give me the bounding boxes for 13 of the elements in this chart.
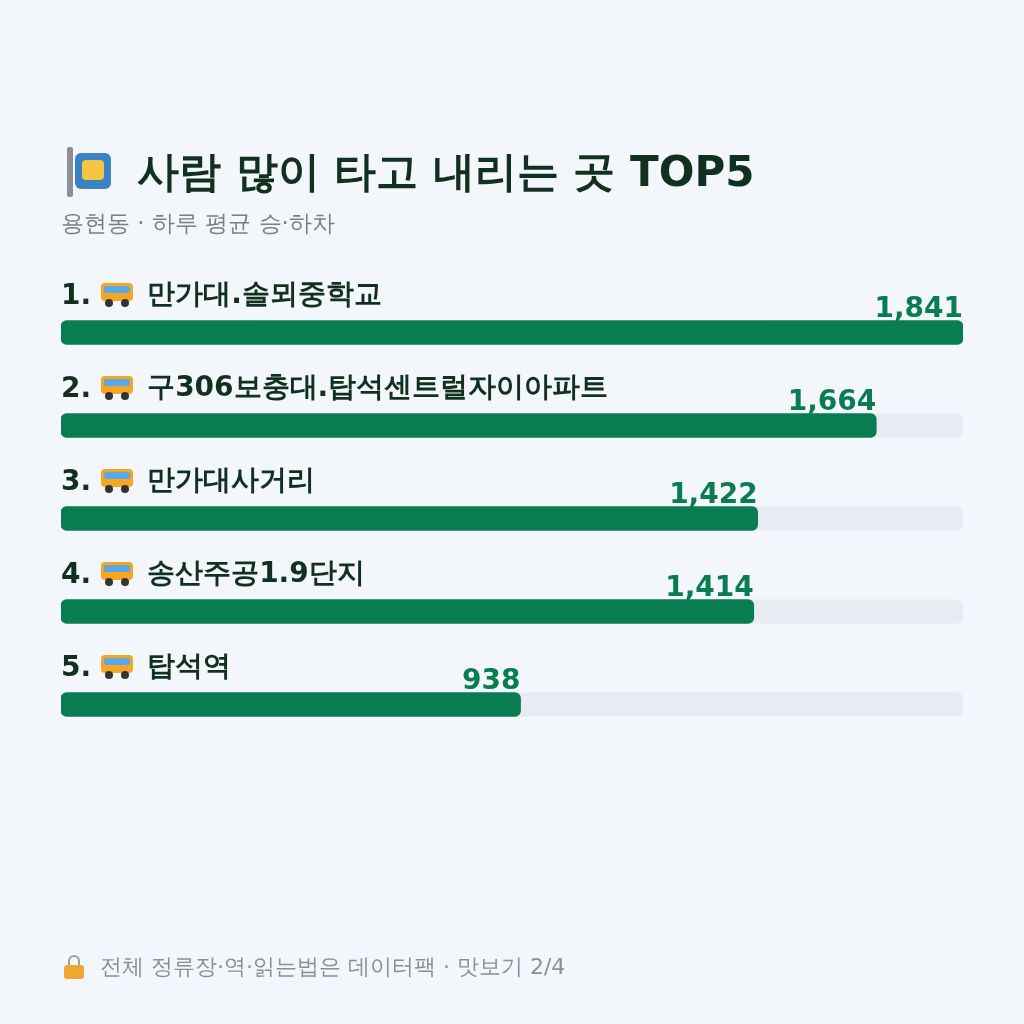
- category-label: 4. 송산주공1.9단지: [61, 556, 365, 590]
- category-label: 1. 만가대.솔뫼중학교: [61, 277, 382, 311]
- data-label: 1,841: [874, 290, 963, 324]
- category-label: 3. 만가대사거리: [61, 463, 316, 497]
- data-label: 1,664: [787, 383, 877, 417]
- chart-subtitle: 용현동 · 하루 평균 승·하차: [61, 209, 335, 238]
- data-label: 938: [462, 662, 521, 696]
- category-label: 5. 탑석역: [61, 649, 232, 683]
- category-label: 2. 구306보충대.탑석센트럴자이아파트: [61, 370, 609, 404]
- text: 전체 정류장·역·읽는법은 데이터팩 · 맛보기 2/4: [100, 953, 566, 981]
- data-label: 1,422: [669, 476, 758, 510]
- data-label: 1,414: [665, 569, 754, 603]
- chart-title: 사람 많이 타고 내리는 곳 TOP5: [137, 146, 755, 198]
